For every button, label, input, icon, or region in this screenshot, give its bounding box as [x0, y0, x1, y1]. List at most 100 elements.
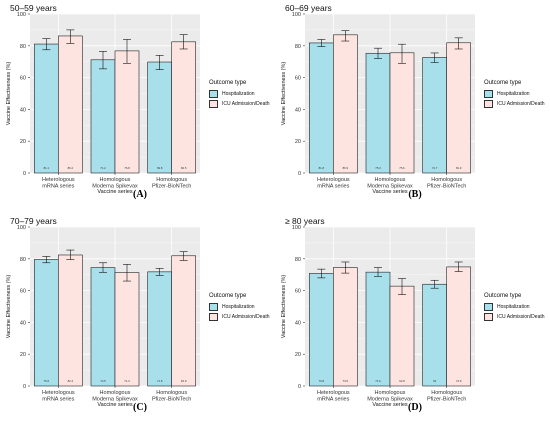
y-tick-label: 60: [20, 76, 26, 82]
data-label: 71.6: [375, 379, 381, 383]
bar: [309, 273, 334, 387]
y-tick-label: 20: [20, 139, 26, 145]
data-label: 81.9: [181, 379, 187, 383]
x-tick-label: Homologous: [375, 177, 406, 183]
legend-swatch-hospitalization: [209, 90, 218, 98]
legend-title: Outcome type: [209, 293, 247, 299]
data-label: 81.1: [44, 166, 50, 170]
panel-label: (A): [133, 189, 147, 200]
bar: [333, 34, 358, 174]
legend: Outcome type Hospitalization ICU Admissi…: [209, 293, 270, 322]
chart-panel-c: 70–79 years 0 20 40 60 80 100 Vaccine Effectiv…: [0, 213, 275, 426]
y-tick-label: 100: [292, 12, 301, 18]
data-label: 74.5: [343, 379, 349, 383]
x-tick-label: Pfizer-BioNTech: [427, 397, 466, 403]
x-tick-label: Homologous: [431, 177, 462, 183]
y-tick-label: 80: [295, 257, 301, 263]
x-tick-label: Moderna Spikevax: [92, 397, 138, 403]
y-tick-label: 40: [295, 107, 301, 113]
y-tick-label: 0: [298, 384, 301, 390]
y-tick-label: 60: [20, 289, 26, 295]
y-tick-label: 60: [295, 289, 301, 295]
y-axis-label: Vaccine Effectiveness (%): [6, 62, 12, 126]
legend-item-icu: ICU Admission/Death: [209, 312, 270, 322]
x-tick-label: Moderna Spikevax: [92, 184, 138, 190]
bar: [34, 43, 59, 174]
data-label: 79.6: [44, 379, 50, 383]
bar: [309, 42, 334, 174]
legend-label: Hospitalization: [222, 91, 255, 97]
bar: [114, 272, 140, 387]
x-tick-label: Homologous: [156, 390, 187, 396]
bar: [446, 42, 471, 174]
legend-swatch-icu: [484, 313, 493, 321]
y-tick-label: 40: [20, 320, 26, 326]
legend-item-hospitalization: Hospitalization: [484, 89, 545, 99]
legend: Outcome type Hospitalization ICU Admissi…: [484, 80, 545, 109]
x-tick-label: Homologous: [375, 390, 406, 396]
legend-title: Outcome type: [484, 293, 522, 299]
x-tick-label: mRNA series: [42, 397, 74, 403]
chart-svg: 0 20 40 60 80 100 Vaccine Effectiveness (%) 81.…: [6, 12, 200, 195]
y-tick-label: 0: [23, 384, 26, 390]
data-label: 81.9: [456, 166, 462, 170]
data-label: 74.5: [100, 379, 106, 383]
x-tick-label: Heterologous: [317, 390, 350, 396]
legend-swatch-hospitalization: [209, 303, 218, 311]
x-axis-label: Vaccine series: [372, 189, 408, 195]
y-tick-label: 20: [295, 352, 301, 358]
y-axis-label: Vaccine Effectiveness (%): [281, 275, 287, 339]
y-tick-label: 40: [295, 320, 301, 326]
y-tick-label: 100: [292, 225, 301, 231]
legend-label: Hospitalization: [497, 304, 530, 310]
legend-label: ICU Admission/Death: [497, 101, 545, 107]
legend-label: ICU Admission/Death: [222, 314, 270, 320]
x-tick-label: Homologous: [431, 390, 462, 396]
legend-item-icu: ICU Admission/Death: [484, 99, 545, 109]
panel-title: 70–79 years: [10, 216, 57, 226]
x-tick-label: Pfizer-BioNTech: [152, 184, 191, 190]
legend-label: ICU Admission/Death: [222, 101, 270, 107]
chart-svg: 0 20 40 60 80 100 Vaccine Effectiveness (%) 79.…: [6, 225, 200, 408]
x-tick-label: mRNA series: [317, 184, 349, 190]
data-label: 71.2: [100, 166, 106, 170]
y-tick-label: 20: [295, 139, 301, 145]
data-label: 86.9: [343, 166, 349, 170]
bar: [422, 57, 447, 174]
x-tick-label: Homologous: [100, 390, 131, 396]
x-tick-label: mRNA series: [317, 397, 349, 403]
x-tick-label: Pfizer-BioNTech: [152, 397, 191, 403]
x-tick-label: Homologous: [156, 177, 187, 183]
data-label: 71.8: [157, 379, 163, 383]
legend-title: Outcome type: [209, 80, 247, 86]
bar: [58, 254, 83, 387]
y-tick-label: 60: [295, 76, 301, 82]
bar: [147, 61, 172, 174]
y-tick-label: 100: [17, 225, 26, 231]
legend-swatch-icu: [209, 313, 218, 321]
legend-swatch-hospitalization: [484, 303, 493, 311]
y-tick-label: 0: [23, 171, 26, 177]
x-tick-label: Heterologous: [317, 177, 350, 183]
legend: Outcome type Hospitalization ICU Admissi…: [209, 80, 270, 109]
data-label: 62.8: [399, 379, 405, 383]
bar: [365, 52, 391, 174]
y-tick-label: 80: [295, 44, 301, 50]
x-tick-label: Homologous: [100, 177, 131, 183]
legend-label: ICU Admission/Death: [497, 314, 545, 320]
legend-label: Hospitalization: [497, 91, 530, 97]
panel-label: (B): [408, 189, 422, 200]
legend-item-hospitalization: Hospitalization: [484, 302, 545, 312]
x-tick-label: Heterologous: [42, 390, 75, 396]
legend-item-hospitalization: Hospitalization: [209, 89, 270, 99]
x-axis-label: Vaccine series: [97, 189, 133, 195]
y-axis-label: Vaccine Effectiveness (%): [6, 275, 12, 339]
legend-item-icu: ICU Admission/Death: [209, 99, 270, 109]
panel-title: 50–59 years: [10, 3, 57, 13]
x-tick-label: Moderna Spikevax: [367, 397, 413, 403]
chart-svg: 0 20 40 60 80 100 Vaccine Effectiveness (%) 81.…: [281, 12, 475, 195]
bar: [365, 271, 391, 387]
data-label: 86.2: [68, 166, 74, 170]
y-tick-label: 100: [17, 12, 26, 18]
bar: [389, 52, 415, 174]
